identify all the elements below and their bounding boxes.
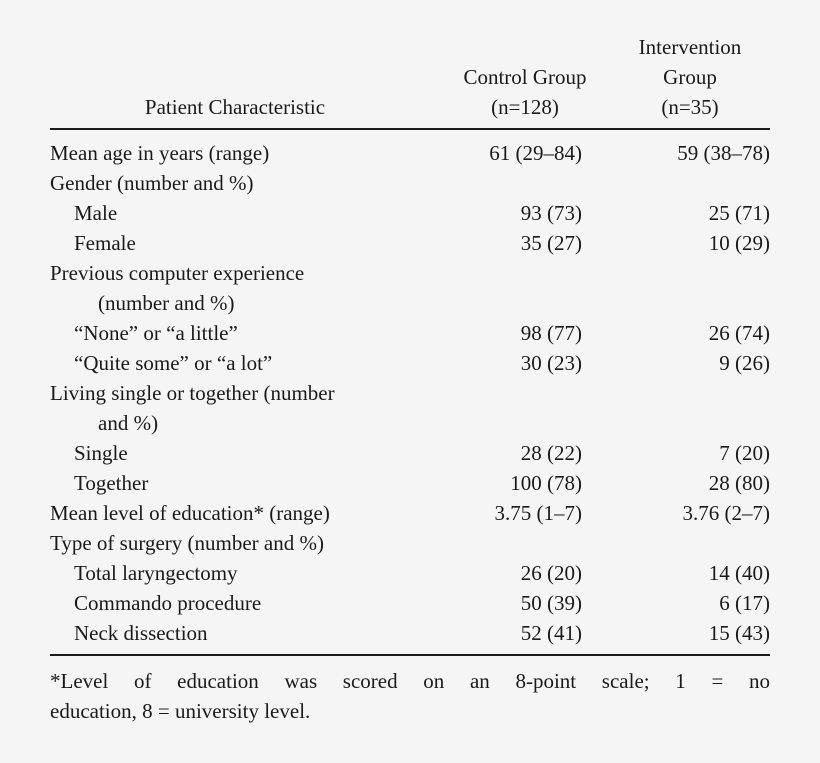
row-label-continuation: (number and %) [98, 291, 235, 315]
intervention-value: 10 (29) [708, 231, 770, 255]
row-label: Commando procedure [74, 591, 262, 615]
intervention-value [610, 378, 770, 438]
footnote-line-2: education, 8 = university level. [50, 699, 311, 723]
table-row: Mean level of education* (range) 3.75 (1… [50, 498, 770, 528]
table-row-section: Type of surgery (number and %) [50, 528, 770, 558]
row-label: Male [74, 201, 118, 225]
table-row: Neck dissection 52 (41) 15 (43) [50, 618, 770, 656]
table-row: Female 35 (27) 10 (29) [50, 228, 770, 258]
control-value: 3.75 (1–7) [494, 501, 583, 525]
row-label: Type of surgery (number and %) [50, 531, 324, 555]
intervention-value: 28 (80) [708, 471, 770, 495]
table-footnote: *Level of education was scored on an 8-p… [50, 666, 770, 726]
intervention-value: 15 (43) [610, 618, 770, 656]
control-value: 100 (78) [510, 471, 582, 495]
table-header: Patient Characteristic Control Group (n=… [50, 32, 770, 130]
control-value: 28 (22) [520, 441, 582, 465]
header-patient-characteristic: Patient Characteristic [50, 32, 440, 130]
header-intervention-n: (n=35) [661, 95, 719, 119]
intervention-value [610, 258, 770, 318]
control-value [440, 528, 610, 558]
table-row: Single 28 (22) 7 (20) [50, 438, 770, 468]
table-row: “Quite some” or “a lot” 30 (23) 9 (26) [50, 348, 770, 378]
row-label: Single [74, 441, 128, 465]
row-label: Living single or together (number [50, 381, 335, 405]
control-value: 61 (29–84) [489, 141, 582, 165]
table-row: Male 93 (73) 25 (71) [50, 198, 770, 228]
row-label: Together [74, 471, 149, 495]
row-label-multiline: Previous computer experience (number and… [50, 258, 440, 318]
header-control-title: Control Group [463, 65, 587, 89]
control-value [440, 258, 610, 318]
intervention-value: 6 (17) [719, 591, 770, 615]
intervention-value [610, 168, 770, 198]
footnote-line-1: *Level of education was scored on an 8-p… [50, 669, 770, 693]
control-value: 26 (20) [520, 561, 582, 585]
intervention-value: 25 (71) [708, 201, 770, 225]
intervention-value: 26 (74) [708, 321, 770, 345]
table-row: “None” or “a little” 98 (77) 26 (74) [50, 318, 770, 348]
control-value: 93 (73) [520, 201, 582, 225]
intervention-value [610, 528, 770, 558]
row-label: Previous computer experience [50, 261, 305, 285]
row-label: “Quite some” or “a lot” [74, 351, 273, 375]
table-row: Together 100 (78) 28 (80) [50, 468, 770, 498]
header-intervention-title-1: Intervention [638, 35, 742, 59]
row-label-multiline: Living single or together (number and %) [50, 378, 440, 438]
intervention-value: 9 (26) [719, 351, 770, 375]
intervention-value: 59 (38–78) [677, 141, 770, 165]
row-label: Neck dissection [50, 618, 440, 656]
table-row: Commando procedure 50 (39) 6 (17) [50, 588, 770, 618]
table-row-section: Previous computer experience (number and… [50, 258, 770, 318]
control-value: 98 (77) [520, 321, 582, 345]
control-value: 50 (39) [520, 591, 582, 615]
patient-characteristics-table: Patient Characteristic Control Group (n=… [50, 32, 770, 656]
table-row: Mean age in years (range) 61 (29–84) 59 … [50, 129, 770, 168]
header-control-n: (n=128) [491, 95, 559, 119]
row-label: “None” or “a little” [74, 321, 238, 345]
intervention-value: 14 (40) [708, 561, 770, 585]
row-label: Mean age in years (range) [50, 141, 270, 165]
table-row-section: Gender (number and %) [50, 168, 770, 198]
control-value [440, 168, 610, 198]
control-value [440, 378, 610, 438]
row-label: Total laryngectomy [74, 561, 238, 585]
table-row-section: Living single or together (number and %) [50, 378, 770, 438]
header-intervention-group: Intervention Group (n=35) [610, 32, 770, 130]
control-value: 30 (23) [520, 351, 582, 375]
header-label: Patient Characteristic [144, 95, 326, 119]
row-label-continuation: and %) [98, 411, 159, 435]
intervention-value: 7 (20) [719, 441, 770, 465]
row-label: Gender (number and %) [50, 171, 254, 195]
row-label: Female [74, 231, 136, 255]
table-body: Mean age in years (range) 61 (29–84) 59 … [50, 129, 770, 656]
control-value: 52 (41) [440, 618, 610, 656]
header-intervention-title-2: Group [663, 65, 717, 89]
document: Patient Characteristic Control Group (n=… [50, 32, 770, 726]
control-value: 35 (27) [520, 231, 582, 255]
intervention-value: 3.76 (2–7) [682, 501, 771, 525]
table-row: Total laryngectomy 26 (20) 14 (40) [50, 558, 770, 588]
row-label: Mean level of education* (range) [50, 501, 330, 525]
header-control-group: Control Group (n=128) [440, 32, 610, 130]
